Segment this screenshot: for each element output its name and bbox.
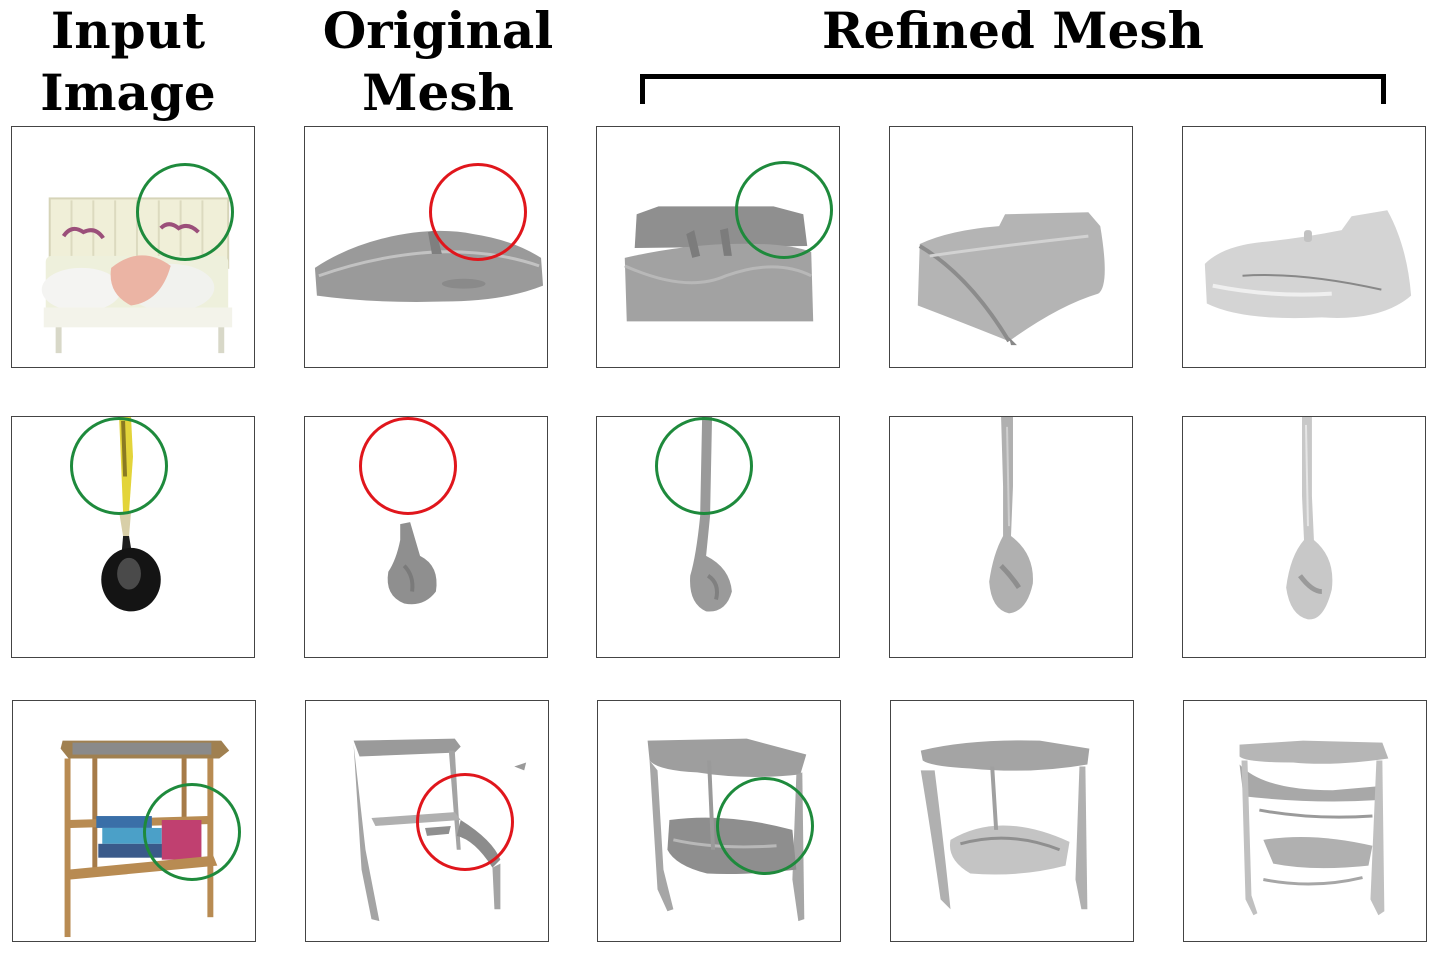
panel-bed-refined-3	[1182, 126, 1426, 368]
red-circle-marker	[429, 163, 527, 261]
header-input-image: Input Image	[12, 0, 244, 124]
header-input-line2: Image	[40, 63, 216, 122]
green-circle-marker	[655, 417, 753, 515]
red-circle-marker	[359, 417, 457, 515]
bed-refined-mesh-2-shape	[917, 212, 1105, 346]
green-circle-marker	[70, 417, 168, 515]
panel-table-original-mesh	[305, 700, 549, 942]
panel-ladle-original-mesh	[304, 416, 548, 658]
red-circle-marker	[416, 773, 514, 871]
green-circle-marker	[716, 777, 814, 875]
panel-table-input	[12, 700, 256, 942]
bed-refined-mesh-3-shape	[1204, 210, 1412, 319]
panel-ladle-refined-3	[1182, 416, 1426, 658]
panel-ladle-refined-1	[596, 416, 840, 658]
panel-table-refined-1	[597, 700, 841, 942]
panel-table-refined-3	[1183, 700, 1427, 942]
panel-bed-input	[11, 126, 255, 368]
header-original-line2: Mesh	[362, 63, 514, 122]
header-original-line1: Original	[322, 1, 554, 60]
header-refined-mesh: Refined Mesh	[822, 1, 1204, 60]
panel-bed-original-mesh	[304, 126, 548, 368]
panel-ladle-input	[11, 416, 255, 658]
ladle-refined-mesh-3-shape	[1286, 417, 1333, 620]
green-circle-marker	[735, 161, 833, 259]
green-circle-marker	[136, 163, 234, 261]
green-circle-marker	[143, 783, 241, 881]
ladle-refined-mesh-1-shape	[690, 417, 732, 612]
panel-ladle-refined-2	[889, 416, 1133, 658]
table-refined-mesh-3-shape	[1239, 740, 1389, 916]
ladle-refined-mesh-2-shape	[989, 417, 1033, 614]
bed-photo-image	[41, 197, 233, 354]
panel-bed-refined-1	[596, 126, 840, 368]
panel-bed-refined-2	[889, 126, 1133, 368]
header-input-line1: Input	[50, 1, 206, 60]
ladle-original-mesh-shape	[387, 522, 437, 605]
table-refined-mesh-2-shape	[920, 740, 1090, 910]
panel-table-refined-2	[890, 700, 1134, 942]
header-original-mesh: Original Mesh	[300, 0, 576, 124]
refined-mesh-bracket	[640, 74, 1386, 104]
